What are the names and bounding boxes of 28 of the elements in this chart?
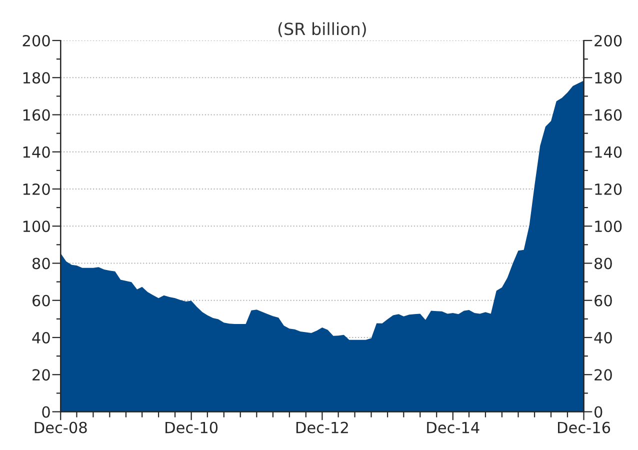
y2-tick-label: 160 bbox=[595, 109, 622, 121]
x-tick-label: Dec-14 bbox=[427, 422, 480, 434]
chart-subtitle: (SR billion) bbox=[278, 22, 366, 38]
y2-tick-label: 80 bbox=[594, 258, 612, 270]
y-tick-label: 140 bbox=[23, 146, 50, 158]
y-tick-label: 20 bbox=[32, 369, 50, 381]
x-tick-label: Dec-10 bbox=[166, 422, 218, 434]
y2-tick-label: 120 bbox=[595, 183, 622, 196]
y2-tick-label: 40 bbox=[594, 332, 612, 344]
y-tick-label: 200 bbox=[22, 34, 50, 47]
y2-tick-label: 140 bbox=[595, 146, 622, 158]
x-tick-label: Dec-16 bbox=[558, 422, 610, 434]
y-tick-label: 160 bbox=[23, 109, 50, 121]
y-tick-label: 80 bbox=[32, 258, 50, 270]
y-tick-label: 100 bbox=[23, 220, 50, 232]
x-tick-label: Dec-08 bbox=[34, 422, 87, 434]
y2-tick-label: 100 bbox=[595, 220, 622, 232]
y-tick-label: 60 bbox=[32, 294, 50, 306]
x-tick-label: Dec-12 bbox=[296, 422, 348, 434]
y2-tick-label: 180 bbox=[595, 72, 622, 84]
y2-tick-label: 200 bbox=[594, 34, 622, 47]
y-tick-label: 120 bbox=[23, 183, 50, 196]
y2-tick-label: 60 bbox=[594, 294, 612, 306]
y-tick-label: 180 bbox=[23, 72, 50, 84]
y-tick-label: 0 bbox=[42, 406, 50, 418]
y-tick-label: 40 bbox=[32, 332, 50, 344]
y2-tick-label: 0 bbox=[594, 406, 602, 418]
y2-tick-label: 20 bbox=[594, 369, 612, 381]
